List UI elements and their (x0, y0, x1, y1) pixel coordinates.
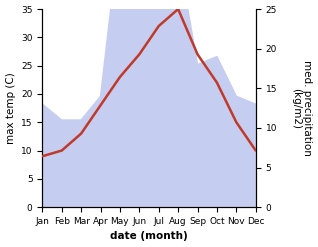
Y-axis label: med. precipitation
(kg/m2): med. precipitation (kg/m2) (291, 60, 313, 156)
Y-axis label: max temp (C): max temp (C) (5, 72, 16, 144)
X-axis label: date (month): date (month) (110, 231, 188, 242)
